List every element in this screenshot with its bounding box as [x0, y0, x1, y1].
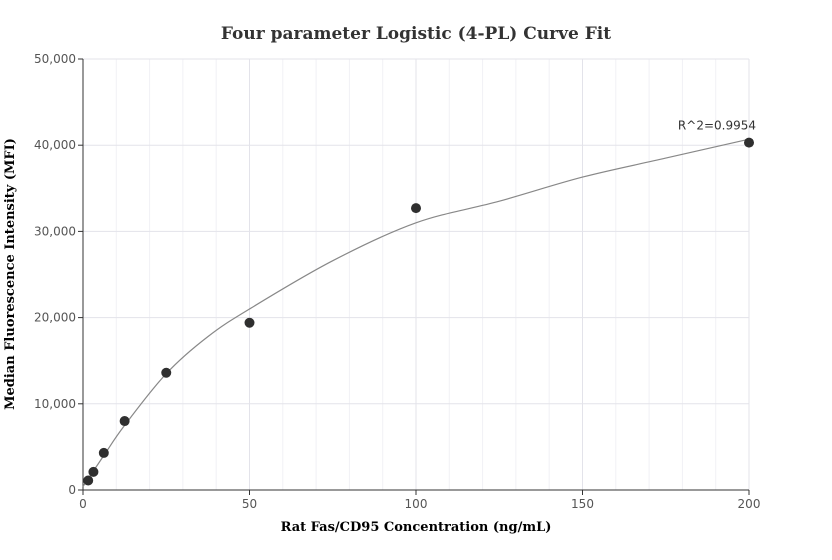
chart-title: Four parameter Logistic (4-PL) Curve Fit — [221, 24, 611, 44]
r-squared-annotation: R^2=0.9954 — [678, 119, 756, 133]
axis-ticks: 0 50 100 150 200 0 10,000 20,000 30,000 40,000 50,… — [34, 52, 760, 511]
y-tick-label: 0 — [68, 483, 76, 497]
grid — [83, 58, 750, 490]
y-axis-title: Median Fluorescence Intensity (MFI) — [3, 138, 18, 410]
data-point — [83, 475, 94, 486]
y-tick-label: 10,000 — [34, 397, 76, 411]
x-tick-label: 50 — [242, 497, 257, 511]
data-point — [744, 137, 754, 148]
x-tick-label: 150 — [571, 497, 594, 511]
y-tick-label: 30,000 — [34, 224, 76, 238]
x-axis-title: Rat Fas/CD95 Concentration (ng/mL) — [281, 520, 552, 535]
data-point — [411, 203, 421, 214]
data-point — [244, 317, 255, 328]
data-point — [119, 416, 130, 427]
data-point — [161, 367, 172, 378]
y-tick-label: 40,000 — [34, 138, 76, 152]
x-tick-label: 0 — [79, 497, 87, 511]
x-tick-label: 100 — [405, 497, 428, 511]
y-tick-label: 50,000 — [34, 52, 76, 66]
y-tick-label: 20,000 — [34, 311, 76, 325]
data-point — [98, 447, 109, 458]
data-point — [88, 466, 99, 477]
data-points — [83, 137, 754, 486]
x-tick-label: 200 — [738, 497, 761, 511]
